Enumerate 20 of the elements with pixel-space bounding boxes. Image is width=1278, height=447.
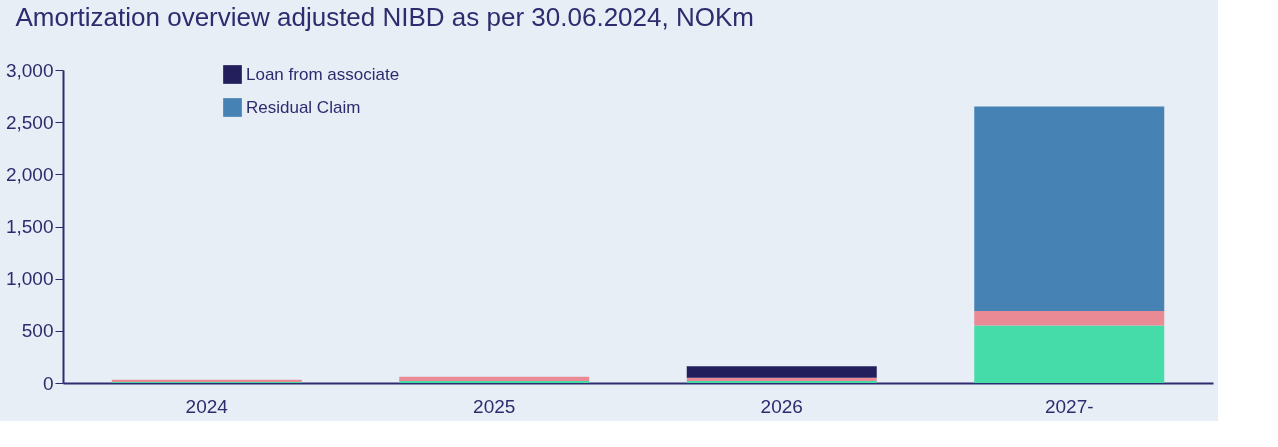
legend-label: Loan from associate [246,64,400,84]
bar [399,380,590,383]
y-tick-label: 1,500 [5,216,54,237]
bar [974,311,1165,326]
x-tick-label: 2027- [1044,395,1094,417]
x-tick-label: 2024 [185,395,229,417]
bar [974,325,1165,383]
y-tick-label: 2,000 [5,163,54,185]
chart-title: Amortization overview adjusted NIBD as per 30.06.2024, NOKm [15,2,754,32]
legend-label: Residual Claim [246,97,361,117]
bar [686,366,877,378]
x-tick-label: 2025 [473,395,516,417]
y-tick-label: 2,500 [5,111,54,133]
y-tick-label: 500 [21,320,54,342]
y-tick-label: 1,000 [5,268,54,290]
y-tick-label: 0 [42,372,54,394]
bar [974,106,1165,312]
y-tick-label: 3,000 [5,59,54,81]
bar [399,376,590,381]
x-tick-label: 2026 [760,395,803,417]
